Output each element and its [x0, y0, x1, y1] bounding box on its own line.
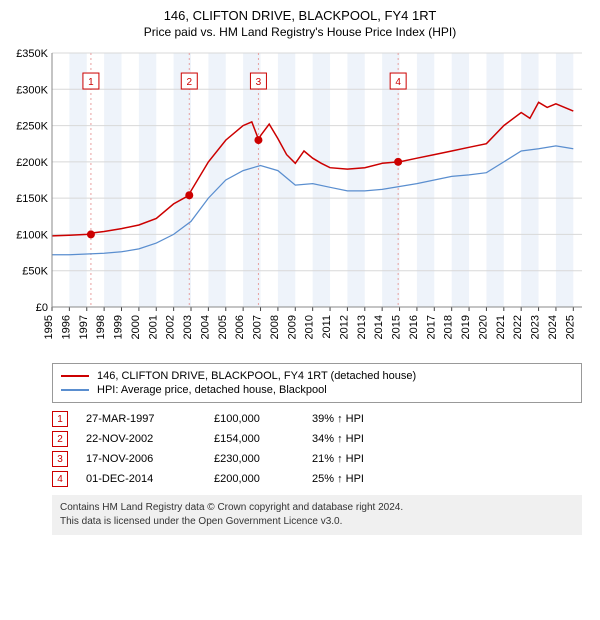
year-band [556, 53, 573, 307]
year-band [382, 53, 399, 307]
marker-dot [394, 158, 402, 166]
transaction-badge: 3 [52, 451, 68, 467]
x-tick-label: 1998 [95, 315, 107, 339]
title-line-1: 146, CLIFTON DRIVE, BLACKPOOL, FY4 1RT [8, 8, 592, 23]
year-band [278, 53, 295, 307]
y-tick-label: £0 [36, 302, 48, 314]
transaction-pct: 39% ↑ HPI [312, 413, 402, 425]
year-band [521, 53, 538, 307]
y-tick-label: £250K [16, 121, 48, 133]
legend-swatch [61, 389, 89, 391]
x-tick-label: 2019 [460, 315, 472, 339]
footer-line-2: This data is licensed under the Open Gov… [60, 515, 574, 529]
year-band [452, 53, 469, 307]
year-band [208, 53, 225, 307]
y-tick-label: £50K [22, 266, 48, 278]
transaction-row: 2 22-NOV-2002 £154,000 34% ↑ HPI [52, 431, 582, 447]
x-tick-label: 2023 [530, 315, 542, 339]
x-tick-label: 1996 [60, 315, 72, 339]
transaction-table: 1 27-MAR-1997 £100,000 39% ↑ HPI 2 22-NOV-200… [52, 411, 582, 487]
marker-badge-label: 2 [186, 77, 192, 88]
y-tick-label: £200K [16, 157, 48, 169]
x-tick-label: 2005 [217, 315, 229, 339]
x-tick-label: 2014 [373, 315, 385, 339]
x-tick-label: 2010 [304, 315, 316, 339]
transaction-date: 01-DEC-2014 [86, 473, 196, 485]
marker-badge-label: 3 [256, 77, 262, 88]
year-band [104, 53, 121, 307]
x-tick-label: 2022 [512, 315, 524, 339]
marker-dot [87, 230, 95, 238]
x-tick-label: 2002 [165, 315, 177, 339]
title-block: 146, CLIFTON DRIVE, BLACKPOOL, FY4 1RT P… [8, 8, 592, 39]
legend-label: HPI: Average price, detached house, Blac… [97, 384, 327, 396]
x-tick-label: 2015 [391, 315, 403, 339]
title-line-2: Price paid vs. HM Land Registry's House … [8, 25, 592, 39]
transaction-price: £230,000 [214, 453, 294, 465]
year-band [347, 53, 364, 307]
transaction-badge: 1 [52, 411, 68, 427]
x-tick-label: 1999 [113, 315, 125, 339]
x-tick-label: 2001 [147, 315, 159, 339]
x-tick-label: 2008 [269, 315, 281, 339]
x-tick-label: 2020 [477, 315, 489, 339]
footer-line-1: Contains HM Land Registry data © Crown c… [60, 501, 574, 515]
transaction-date: 27-MAR-1997 [86, 413, 196, 425]
y-tick-label: £100K [16, 229, 48, 241]
x-tick-label: 2016 [408, 315, 420, 339]
y-tick-label: £150K [16, 193, 48, 205]
transaction-date: 17-NOV-2006 [86, 453, 196, 465]
x-tick-label: 2009 [286, 315, 298, 339]
legend-swatch [61, 375, 89, 377]
transaction-date: 22-NOV-2002 [86, 433, 196, 445]
x-tick-label: 2018 [443, 315, 455, 339]
transaction-row: 4 01-DEC-2014 £200,000 25% ↑ HPI [52, 471, 582, 487]
x-tick-label: 2011 [321, 315, 333, 339]
x-tick-label: 2021 [495, 315, 507, 339]
year-band [139, 53, 156, 307]
chart-svg: £0 £50K £100K £150K £200K £250K £300K £350K 1995… [8, 47, 592, 357]
transaction-row: 1 27-MAR-1997 £100,000 39% ↑ HPI [52, 411, 582, 427]
legend-row: 146, CLIFTON DRIVE, BLACKPOOL, FY4 1RT (… [61, 370, 573, 382]
y-tick-label: £300K [16, 84, 48, 96]
x-tick-label: 1995 [43, 315, 55, 339]
x-tick-label: 2025 [564, 315, 576, 339]
x-tick-label: 2013 [356, 315, 368, 339]
footer-attribution: Contains HM Land Registry data © Crown c… [52, 495, 582, 535]
transaction-price: £154,000 [214, 433, 294, 445]
transaction-price: £100,000 [214, 413, 294, 425]
x-tick-label: 2006 [234, 315, 246, 339]
x-tick-label: 2004 [199, 315, 211, 339]
year-band [486, 53, 503, 307]
transaction-pct: 34% ↑ HPI [312, 433, 402, 445]
legend-label: 146, CLIFTON DRIVE, BLACKPOOL, FY4 1RT (… [97, 370, 416, 382]
marker-badge-label: 1 [88, 77, 94, 88]
y-tick-label: £350K [16, 48, 48, 60]
transaction-badge: 2 [52, 431, 68, 447]
transaction-pct: 25% ↑ HPI [312, 473, 402, 485]
marker-dot [185, 191, 193, 199]
transaction-badge: 4 [52, 471, 68, 487]
x-tick-label: 2012 [338, 315, 350, 339]
x-tick-label: 2003 [182, 315, 194, 339]
year-band [69, 53, 86, 307]
transaction-price: £200,000 [214, 473, 294, 485]
year-band [313, 53, 330, 307]
legend: 146, CLIFTON DRIVE, BLACKPOOL, FY4 1RT (… [52, 363, 582, 403]
marker-badge-label: 4 [395, 77, 401, 88]
price-chart: £0 £50K £100K £150K £200K £250K £300K £350K 1995… [8, 47, 592, 357]
transaction-pct: 21% ↑ HPI [312, 453, 402, 465]
transaction-row: 3 17-NOV-2006 £230,000 21% ↑ HPI [52, 451, 582, 467]
x-tick-label: 2007 [252, 315, 264, 339]
x-tick-label: 2024 [547, 315, 559, 339]
legend-row: HPI: Average price, detached house, Blac… [61, 384, 573, 396]
year-band [243, 53, 260, 307]
marker-dot [254, 136, 262, 144]
x-tick-label: 2017 [425, 315, 437, 339]
year-band [174, 53, 191, 307]
x-tick-label: 2000 [130, 315, 142, 339]
x-tick-label: 1997 [78, 315, 90, 339]
